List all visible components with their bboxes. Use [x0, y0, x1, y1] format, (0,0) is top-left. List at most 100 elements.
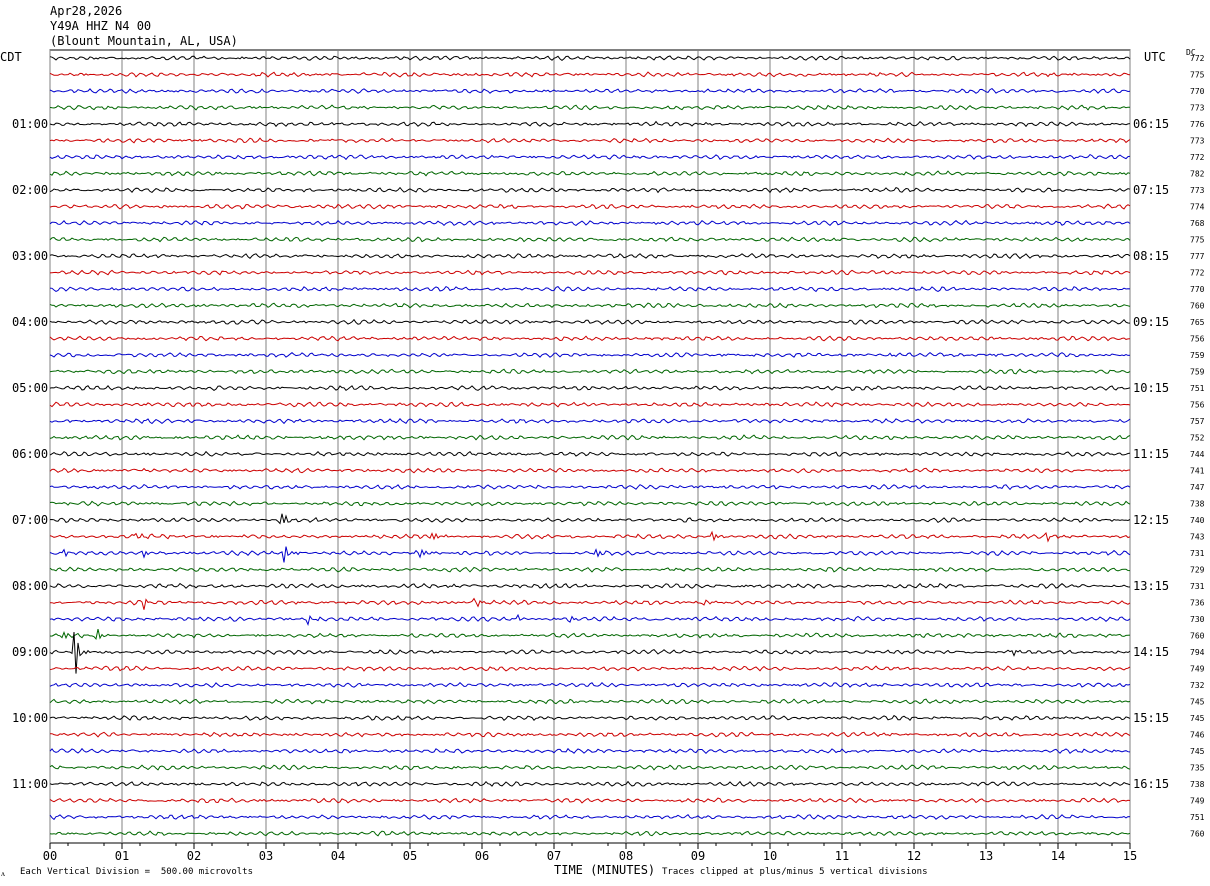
dc-offset-label: 756: [1190, 401, 1205, 410]
x-tick-label: 14: [1051, 849, 1065, 863]
seismic-trace: [49, 104, 1130, 111]
dc-offset-label: 759: [1190, 351, 1205, 360]
x-tick-label: 01: [115, 849, 129, 863]
seismic-trace: [49, 513, 1131, 525]
dc-offset-label: 730: [1190, 615, 1205, 624]
seismic-trace: [49, 418, 1131, 425]
plot-date: Apr28,2026: [50, 4, 123, 18]
left-hour-label: 10:00: [12, 711, 48, 725]
seismic-trace: [49, 55, 1131, 62]
left-hour-label: 07:00: [12, 513, 48, 527]
x-tick-label: 12: [907, 849, 921, 863]
seismic-trace: [49, 186, 1131, 194]
seismic-trace: [49, 318, 1131, 325]
dc-offset-label: 794: [1190, 648, 1205, 657]
dc-offset-label: 772: [1190, 54, 1205, 63]
seismic-trace: [49, 597, 1131, 610]
station-id: Y49A HHZ N4 00: [50, 19, 152, 33]
seismic-trace: [49, 335, 1131, 342]
seismic-trace: [49, 681, 1131, 688]
seismic-trace: [49, 153, 1131, 161]
seismic-trace: [49, 269, 1131, 276]
seismic-trace: [49, 285, 1131, 293]
seismic-trace: [49, 252, 1131, 260]
dc-offset-label: 777: [1190, 252, 1205, 261]
x-tick-label: 07: [547, 849, 561, 863]
right-hour-label: 11:15: [1133, 447, 1169, 461]
seismic-trace: [49, 87, 1131, 94]
dc-offset-label: 749: [1190, 797, 1205, 806]
dc-offset-label: 759: [1190, 368, 1205, 377]
x-tick-label: 03: [259, 849, 273, 863]
left-hour-label: 02:00: [12, 183, 48, 197]
right-hour-label: 15:15: [1133, 711, 1169, 725]
dc-offset-label: 760: [1190, 302, 1205, 311]
right-hour-label: 08:15: [1133, 249, 1169, 263]
dc-offset-label: 732: [1190, 681, 1205, 690]
x-axis-label: TIME (MINUTES): [554, 863, 656, 877]
dc-offset-label: 775: [1190, 236, 1205, 245]
seismic-trace: [49, 401, 1131, 408]
seismic-trace: [49, 582, 1131, 589]
x-tick-label: 10: [763, 849, 777, 863]
scale-note: Each Vertical Division = 500.00 microvol…: [20, 867, 253, 877]
right-hour-label: 06:15: [1133, 117, 1169, 131]
dc-offset-label: 772: [1190, 153, 1205, 162]
dc-offset-label: 751: [1190, 813, 1205, 822]
x-tick-label: 02: [187, 849, 201, 863]
right-hour-label: 09:15: [1133, 315, 1169, 329]
dc-offset-label: 775: [1190, 71, 1205, 80]
seismic-trace: [49, 698, 1131, 705]
seismic-trace: [49, 530, 1131, 543]
dc-offset-label: 745: [1190, 747, 1205, 756]
dc-offset-label: 782: [1190, 170, 1205, 179]
right-hour-label: 16:15: [1133, 777, 1169, 791]
seismic-trace: [49, 483, 1131, 491]
right-timezone: UTC: [1144, 50, 1166, 64]
left-hour-label: 11:00: [12, 777, 48, 791]
left-hour-label: 09:00: [12, 645, 48, 659]
seismic-trace: [49, 236, 1131, 243]
x-tick-label: 00: [43, 849, 57, 863]
dc-offset-label: 747: [1190, 483, 1205, 492]
seismic-trace: [49, 797, 1131, 804]
dc-offset-label: 773: [1190, 104, 1205, 113]
dc-offset-label: 745: [1190, 714, 1205, 723]
right-hour-label: 13:15: [1133, 579, 1169, 593]
seismic-trace: [49, 566, 1131, 573]
seismic-trace: [49, 764, 1131, 771]
dc-offset-label: 765: [1190, 318, 1205, 327]
dc-offset-label: 773: [1190, 137, 1205, 146]
left-hour-label: 03:00: [12, 249, 48, 263]
seismic-trace: [49, 385, 1131, 392]
dc-offset-label: 744: [1190, 450, 1205, 459]
seismic-trace: [49, 203, 1131, 210]
seismic-trace: [49, 500, 1131, 507]
seismic-trace: [49, 628, 1131, 640]
seismic-trace: [49, 731, 1131, 738]
seismic-trace: [49, 546, 1131, 563]
dc-offset-label: 770: [1190, 285, 1205, 294]
seismic-trace: [49, 368, 1131, 375]
corner-mark: ᴧ: [1, 869, 5, 878]
right-hour-label: 10:15: [1133, 381, 1169, 395]
left-timezone: CDT: [0, 50, 22, 64]
dc-offset-label: 770: [1190, 87, 1205, 96]
right-hour-label: 12:15: [1133, 513, 1169, 527]
x-tick-label: 06: [475, 849, 489, 863]
seismic-trace: [49, 219, 1131, 226]
seismic-trace: [49, 814, 1131, 821]
seismic-trace: [49, 467, 1131, 474]
dc-offset-label: 741: [1190, 467, 1205, 476]
dc-offset-label: 749: [1190, 665, 1205, 674]
dc-offset-label: 760: [1190, 830, 1205, 839]
dc-offset-label: 746: [1190, 731, 1205, 740]
x-tick-label: 09: [691, 849, 705, 863]
dc-offset-label: 745: [1190, 698, 1205, 707]
x-tick-label: 15: [1123, 849, 1137, 863]
seismic-trace: [49, 302, 1131, 309]
dc-offset-label: 729: [1190, 566, 1205, 575]
x-tick-label: 13: [979, 849, 993, 863]
dc-offset-label: 752: [1190, 434, 1205, 443]
dc-offset-label: 736: [1190, 599, 1205, 608]
